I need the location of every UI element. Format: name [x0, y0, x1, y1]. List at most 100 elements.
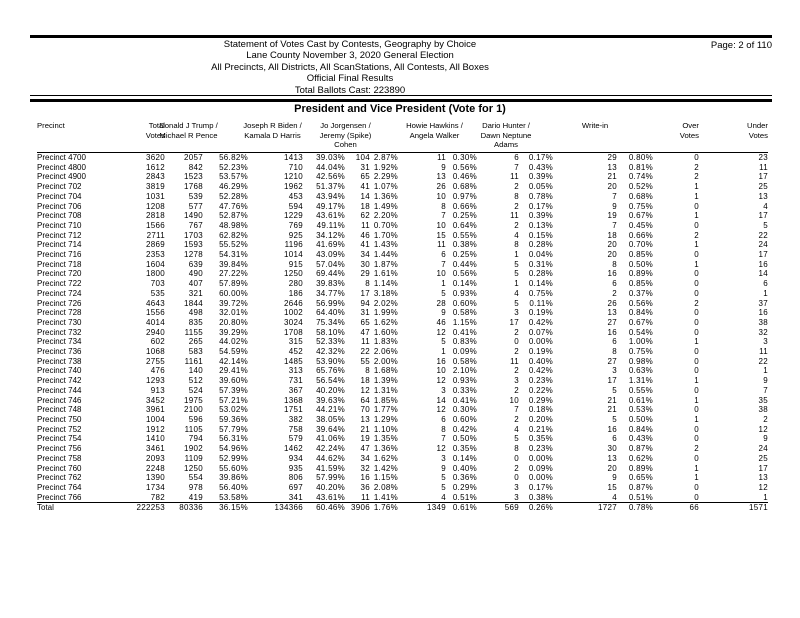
total-row-hunter-pct: 0.26% — [519, 502, 553, 514]
precinct-row-biden-pct: 38.05% — [316, 414, 345, 424]
precinct-row-hunter-votes: 2 — [514, 463, 519, 473]
precinct-row-hunter-votes: 5 — [514, 259, 519, 269]
total-row-over-votes: 66 — [653, 502, 699, 514]
precinct-row-hunter-pct: 0.17% — [528, 482, 553, 492]
precinct-row-trump-votes: 577 — [188, 201, 203, 211]
precinct-row-hawkins-pct: 0.46% — [452, 172, 477, 182]
precinct-row-hunter-pct: 0.42% — [528, 366, 553, 376]
precinct-row-hawkins-votes: 6 — [441, 414, 446, 424]
precinct-row-hunter-pct: 0.18% — [528, 405, 553, 415]
precinct-row: Precinct 706 1208 577 47.76% 594 49.17% 18 1.49… — [37, 202, 768, 212]
precinct-row-writein-votes: 19 — [607, 211, 617, 221]
precinct-row-writein-pct: 0.51% — [628, 492, 653, 502]
precinct-row-writein-votes: 21 — [607, 395, 617, 405]
precinct-row-biden-votes: 1462 — [284, 444, 303, 454]
precinct-row-biden-pct: 64.40% — [316, 308, 345, 318]
precinct-row-writein-pct: 0.75% — [628, 347, 653, 357]
precinct-row-precinct: Precinct 766 — [37, 492, 82, 502]
precinct-row-jorgensen-votes: 11 — [361, 220, 370, 230]
precinct-row-hawkins-votes: 8 — [441, 201, 446, 211]
precinct-row-over-votes: 0 — [694, 153, 699, 162]
precinct-row-hunter-votes: 7 — [514, 405, 519, 415]
precinct-row-over-votes: 0 — [694, 327, 699, 337]
precinct-row-trump-pct: 52.87% — [219, 211, 248, 221]
precinct-row-under-votes: 1 — [763, 492, 768, 502]
precinct-row-jorgensen-pct: 1.07% — [373, 182, 398, 192]
precinct-row-jorgensen-pct: 1.60% — [373, 327, 398, 337]
precinct-row-hawkins-pct: 0.38% — [452, 240, 477, 250]
precinct-row-jorgensen-pct: 2.20% — [373, 211, 398, 221]
precinct-row-jorgensen-votes: 13 — [360, 414, 370, 424]
precinct-row-biden-votes: 758 — [288, 424, 303, 434]
precinct-row-hunter-votes: 2 — [514, 414, 519, 424]
precinct-row-over-votes: 0 — [694, 269, 699, 279]
precinct-row-precinct: Precinct 742 — [37, 376, 82, 386]
precinct-row-hunter-pct: 0.17% — [528, 153, 553, 162]
precinct-row-biden-pct: 49.17% — [316, 201, 345, 211]
precinct-row-biden-pct: 34.77% — [316, 288, 345, 298]
precinct-row-hunter-pct: 0.00% — [528, 473, 553, 483]
precinct-row-writein-votes: 13 — [607, 453, 617, 463]
total-ballots-cast: Total Ballots Cast: 223890 — [294, 84, 406, 96]
precinct-row-jorgensen-votes: 70 — [360, 405, 370, 415]
precinct-row-hawkins-pct: 0.60% — [452, 414, 477, 424]
precinct-row-hawkins-votes: 1 — [441, 279, 446, 289]
precinct-row-hunter-votes: 17 — [509, 317, 519, 327]
precinct-row-writein-votes: 29 — [607, 153, 617, 162]
precinct-row-trump-pct: 39.86% — [219, 473, 248, 483]
precinct-row-under-votes: 32 — [758, 327, 768, 337]
precinct-row-jorgensen-votes: 29 — [360, 269, 370, 279]
precinct-row-hawkins-pct: 0.66% — [452, 201, 477, 211]
total-row-biden-votes: 134366 — [248, 502, 303, 514]
precinct-row: Precinct 728 1556 498 32.01% 1002 64.40% 31 1.9… — [37, 308, 768, 318]
total-row-total-votes: 222253 — [132, 502, 165, 514]
precinct-row-writein-votes: 21 — [607, 172, 617, 182]
precinct-row-writein-pct: 0.84% — [628, 308, 653, 318]
precinct-row-trump-pct: 39.84% — [219, 259, 248, 269]
precinct-row-jorgensen-pct: 2.06% — [373, 347, 398, 357]
precinct-row-under-votes: 3 — [763, 337, 768, 347]
precinct-row-trump-votes: 2057 — [184, 153, 203, 162]
precinct-row-under-votes: 17 — [758, 172, 768, 182]
precinct-row-jorgensen-votes: 104 — [355, 153, 370, 162]
precinct-row-writein-votes: 9 — [612, 473, 617, 483]
precinct-row-biden-votes: 697 — [288, 482, 303, 492]
precinct-row-jorgensen-votes: 8 — [365, 366, 370, 376]
report-header: Statement of Votes Cast by Contests, Geo… — [30, 39, 670, 96]
precinct-row-biden-votes: 315 — [288, 337, 303, 347]
precinct-row-hunter-pct: 0.04% — [528, 250, 553, 260]
col-header-over-votes: Over Votes — [653, 121, 699, 153]
precinct-row-biden-votes: 2646 — [284, 298, 303, 308]
precinct-row-trump-votes: 1161 — [184, 356, 203, 366]
precinct-row-hunter-votes: 2 — [514, 327, 519, 337]
precinct-row-writein-votes: 20 — [607, 240, 617, 250]
precinct-row-hawkins-pct: 0.58% — [452, 356, 477, 366]
precinct-row-hunter-pct: 0.42% — [528, 317, 553, 327]
precinct-row-hawkins-pct: 0.55% — [452, 230, 477, 240]
precinct-row-over-votes: 0 — [694, 201, 699, 211]
precinct-row-biden-votes: 1210 — [284, 172, 303, 182]
precinct-row-hunter-votes: 3 — [514, 376, 519, 386]
precinct-row-hunter-pct: 0.23% — [528, 444, 553, 454]
precinct-row-total-votes: 1604 — [146, 259, 165, 269]
precinct-row-biden-pct: 52.33% — [316, 337, 345, 347]
precinct-row-under-votes: 17 — [758, 250, 768, 260]
precinct-row-under-votes: 38 — [758, 405, 768, 415]
precinct-row-hunter-votes: 11 — [510, 356, 519, 366]
precinct-row-over-votes: 1 — [694, 240, 699, 250]
precinct-row-hunter-votes: 5 — [514, 298, 519, 308]
top-rule — [30, 35, 772, 38]
precinct-row-writein-votes: 13 — [607, 162, 617, 172]
precinct-row-biden-pct: 58.10% — [316, 327, 345, 337]
precinct-row-trump-votes: 1902 — [184, 444, 203, 454]
precinct-row-hunter-pct: 0.07% — [528, 327, 553, 337]
precinct-row-hunter-pct: 0.00% — [528, 337, 553, 347]
precinct-row-hawkins-pct: 0.56% — [452, 162, 477, 172]
precinct-row-writein-votes: 8 — [612, 347, 617, 357]
precinct-row-over-votes: 0 — [694, 366, 699, 376]
precinct-row-biden-pct: 39.03% — [316, 153, 345, 162]
precinct-row-under-votes: 4 — [763, 201, 768, 211]
total-row: Total 222253 80336 36.15% 134366 60.46% 3906 1.… — [37, 502, 768, 514]
precinct-row-biden-pct: 44.21% — [316, 405, 345, 415]
precinct-row-trump-votes: 1105 — [184, 424, 203, 434]
